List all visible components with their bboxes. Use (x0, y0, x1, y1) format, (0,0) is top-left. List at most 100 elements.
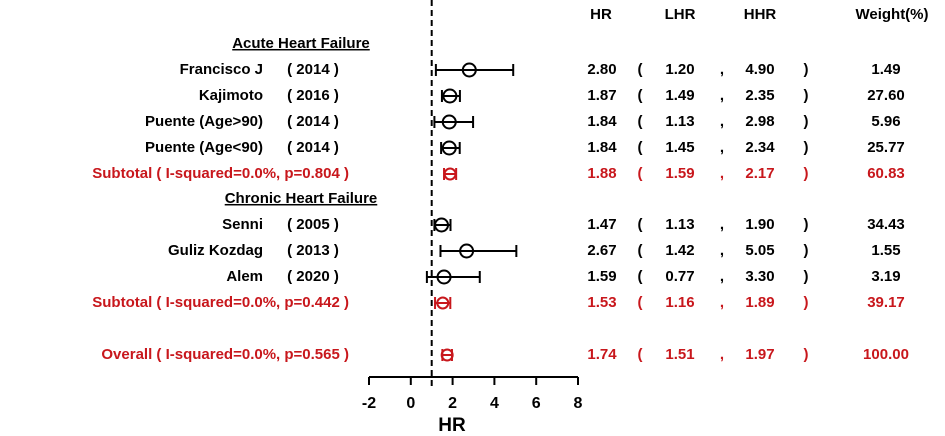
ci-punctuation: ( (638, 268, 643, 285)
x-tick-label: 4 (490, 395, 499, 412)
weight-label: 5.96 (871, 113, 900, 130)
ci-punctuation: ) (804, 346, 809, 363)
value-label: 1.84 (587, 139, 617, 156)
value-label: 1.59 (665, 165, 694, 182)
value-label: 1.87 (587, 87, 616, 104)
study-year: ( 2016 ) (287, 87, 339, 104)
weight-label: 100.00 (863, 346, 909, 363)
point-estimate (440, 348, 454, 362)
ci-punctuation: ) (804, 216, 809, 233)
study-year: ( 2014 ) (287, 61, 339, 78)
value-label: 2.34 (745, 139, 775, 156)
column-header: HHR (744, 6, 777, 23)
study-year: ( 2020 ) (287, 268, 339, 285)
value-label: 2.98 (745, 113, 774, 130)
summary-label: Subtotal ( I-squared=0.0%, p=0.442 ) (92, 294, 349, 311)
study-label: Guliz Kozdag (168, 242, 263, 259)
ci-punctuation: , (720, 216, 724, 233)
point-estimate (459, 243, 475, 259)
value-label: 1.74 (587, 346, 617, 363)
x-tick-label: 0 (406, 395, 415, 412)
study-label: Puente (Age>90) (145, 113, 263, 130)
ci-punctuation: ) (804, 165, 809, 182)
ci-punctuation: ) (804, 268, 809, 285)
value-label: 2.80 (587, 61, 616, 78)
column-header: HR (590, 6, 612, 23)
value-label: 1.89 (745, 294, 774, 311)
value-label: 1.53 (587, 294, 616, 311)
value-label: 2.17 (745, 165, 774, 182)
weight-label: 27.60 (867, 87, 905, 104)
value-label: 1.45 (665, 139, 694, 156)
weight-label: 60.83 (867, 165, 905, 182)
summary-label: Overall ( I-squared=0.0%, p=0.565 ) (101, 346, 349, 363)
summary-label: Subtotal ( I-squared=0.0%, p=0.804 ) (92, 165, 349, 182)
value-label: 1.84 (587, 113, 617, 130)
ci-punctuation: ( (638, 61, 643, 78)
weight-label: 39.17 (867, 294, 905, 311)
value-label: 1.97 (745, 346, 774, 363)
value-label: 1.42 (665, 242, 694, 259)
ci-punctuation: , (720, 61, 724, 78)
value-label: 3.30 (745, 268, 774, 285)
value-label: 1.13 (665, 113, 694, 130)
ci-punctuation: , (720, 268, 724, 285)
ci-punctuation: ( (638, 216, 643, 233)
point-estimate (436, 269, 452, 285)
point-estimate (442, 88, 458, 104)
value-label: 2.67 (587, 242, 616, 259)
ci-punctuation: ) (804, 139, 809, 156)
ci-punctuation: ) (804, 87, 809, 104)
ci-punctuation: ) (804, 61, 809, 78)
value-label: 1.88 (587, 165, 616, 182)
point-estimate (461, 62, 477, 78)
point-estimate (436, 296, 450, 310)
weight-label: 25.77 (867, 139, 905, 156)
column-header: LHR (665, 6, 696, 23)
weight-label: 1.55 (871, 242, 900, 259)
value-label: 4.90 (745, 61, 774, 78)
value-label: 5.05 (745, 242, 774, 259)
x-tick-label: 2 (448, 395, 457, 412)
ci-punctuation: , (720, 165, 724, 182)
ci-punctuation: , (720, 346, 724, 363)
ci-punctuation: ( (638, 242, 643, 259)
ci-punctuation: , (720, 87, 724, 104)
ci-punctuation: ( (638, 294, 643, 311)
column-header: Weight(%) (855, 6, 928, 23)
value-label: 1.51 (665, 346, 694, 363)
value-label: 0.77 (665, 268, 694, 285)
study-year: ( 2014 ) (287, 139, 339, 156)
ci-punctuation: ( (638, 113, 643, 130)
study-label: Alem (226, 268, 263, 285)
ci-punctuation: ( (638, 139, 643, 156)
weight-label: 3.19 (871, 268, 900, 285)
ci-punctuation: ) (804, 242, 809, 259)
x-axis-label: HR (438, 415, 466, 436)
study-label: Puente (Age<90) (145, 139, 263, 156)
study-year: ( 2005 ) (287, 216, 339, 233)
weight-label: 34.43 (867, 216, 905, 233)
study-year: ( 2014 ) (287, 113, 339, 130)
study-year: ( 2013 ) (287, 242, 339, 259)
value-label: 1.49 (665, 87, 694, 104)
value-label: 1.13 (665, 216, 694, 233)
point-estimate (443, 167, 457, 181)
group-header: Acute Heart Failure (232, 35, 370, 52)
ci-punctuation: ( (638, 87, 643, 104)
x-tick-label: 6 (532, 395, 541, 412)
study-label: Senni (222, 216, 263, 233)
study-label: Kajimoto (199, 87, 263, 104)
ci-punctuation: ) (804, 113, 809, 130)
value-label: 2.35 (745, 87, 774, 104)
weight-label: 1.49 (871, 61, 900, 78)
value-label: 1.16 (665, 294, 694, 311)
ci-punctuation: ( (638, 346, 643, 363)
ci-punctuation: , (720, 294, 724, 311)
value-label: 1.20 (665, 61, 694, 78)
ci-punctuation: , (720, 242, 724, 259)
ci-punctuation: ( (638, 165, 643, 182)
group-header: Chronic Heart Failure (225, 190, 378, 207)
ci-punctuation: , (720, 139, 724, 156)
